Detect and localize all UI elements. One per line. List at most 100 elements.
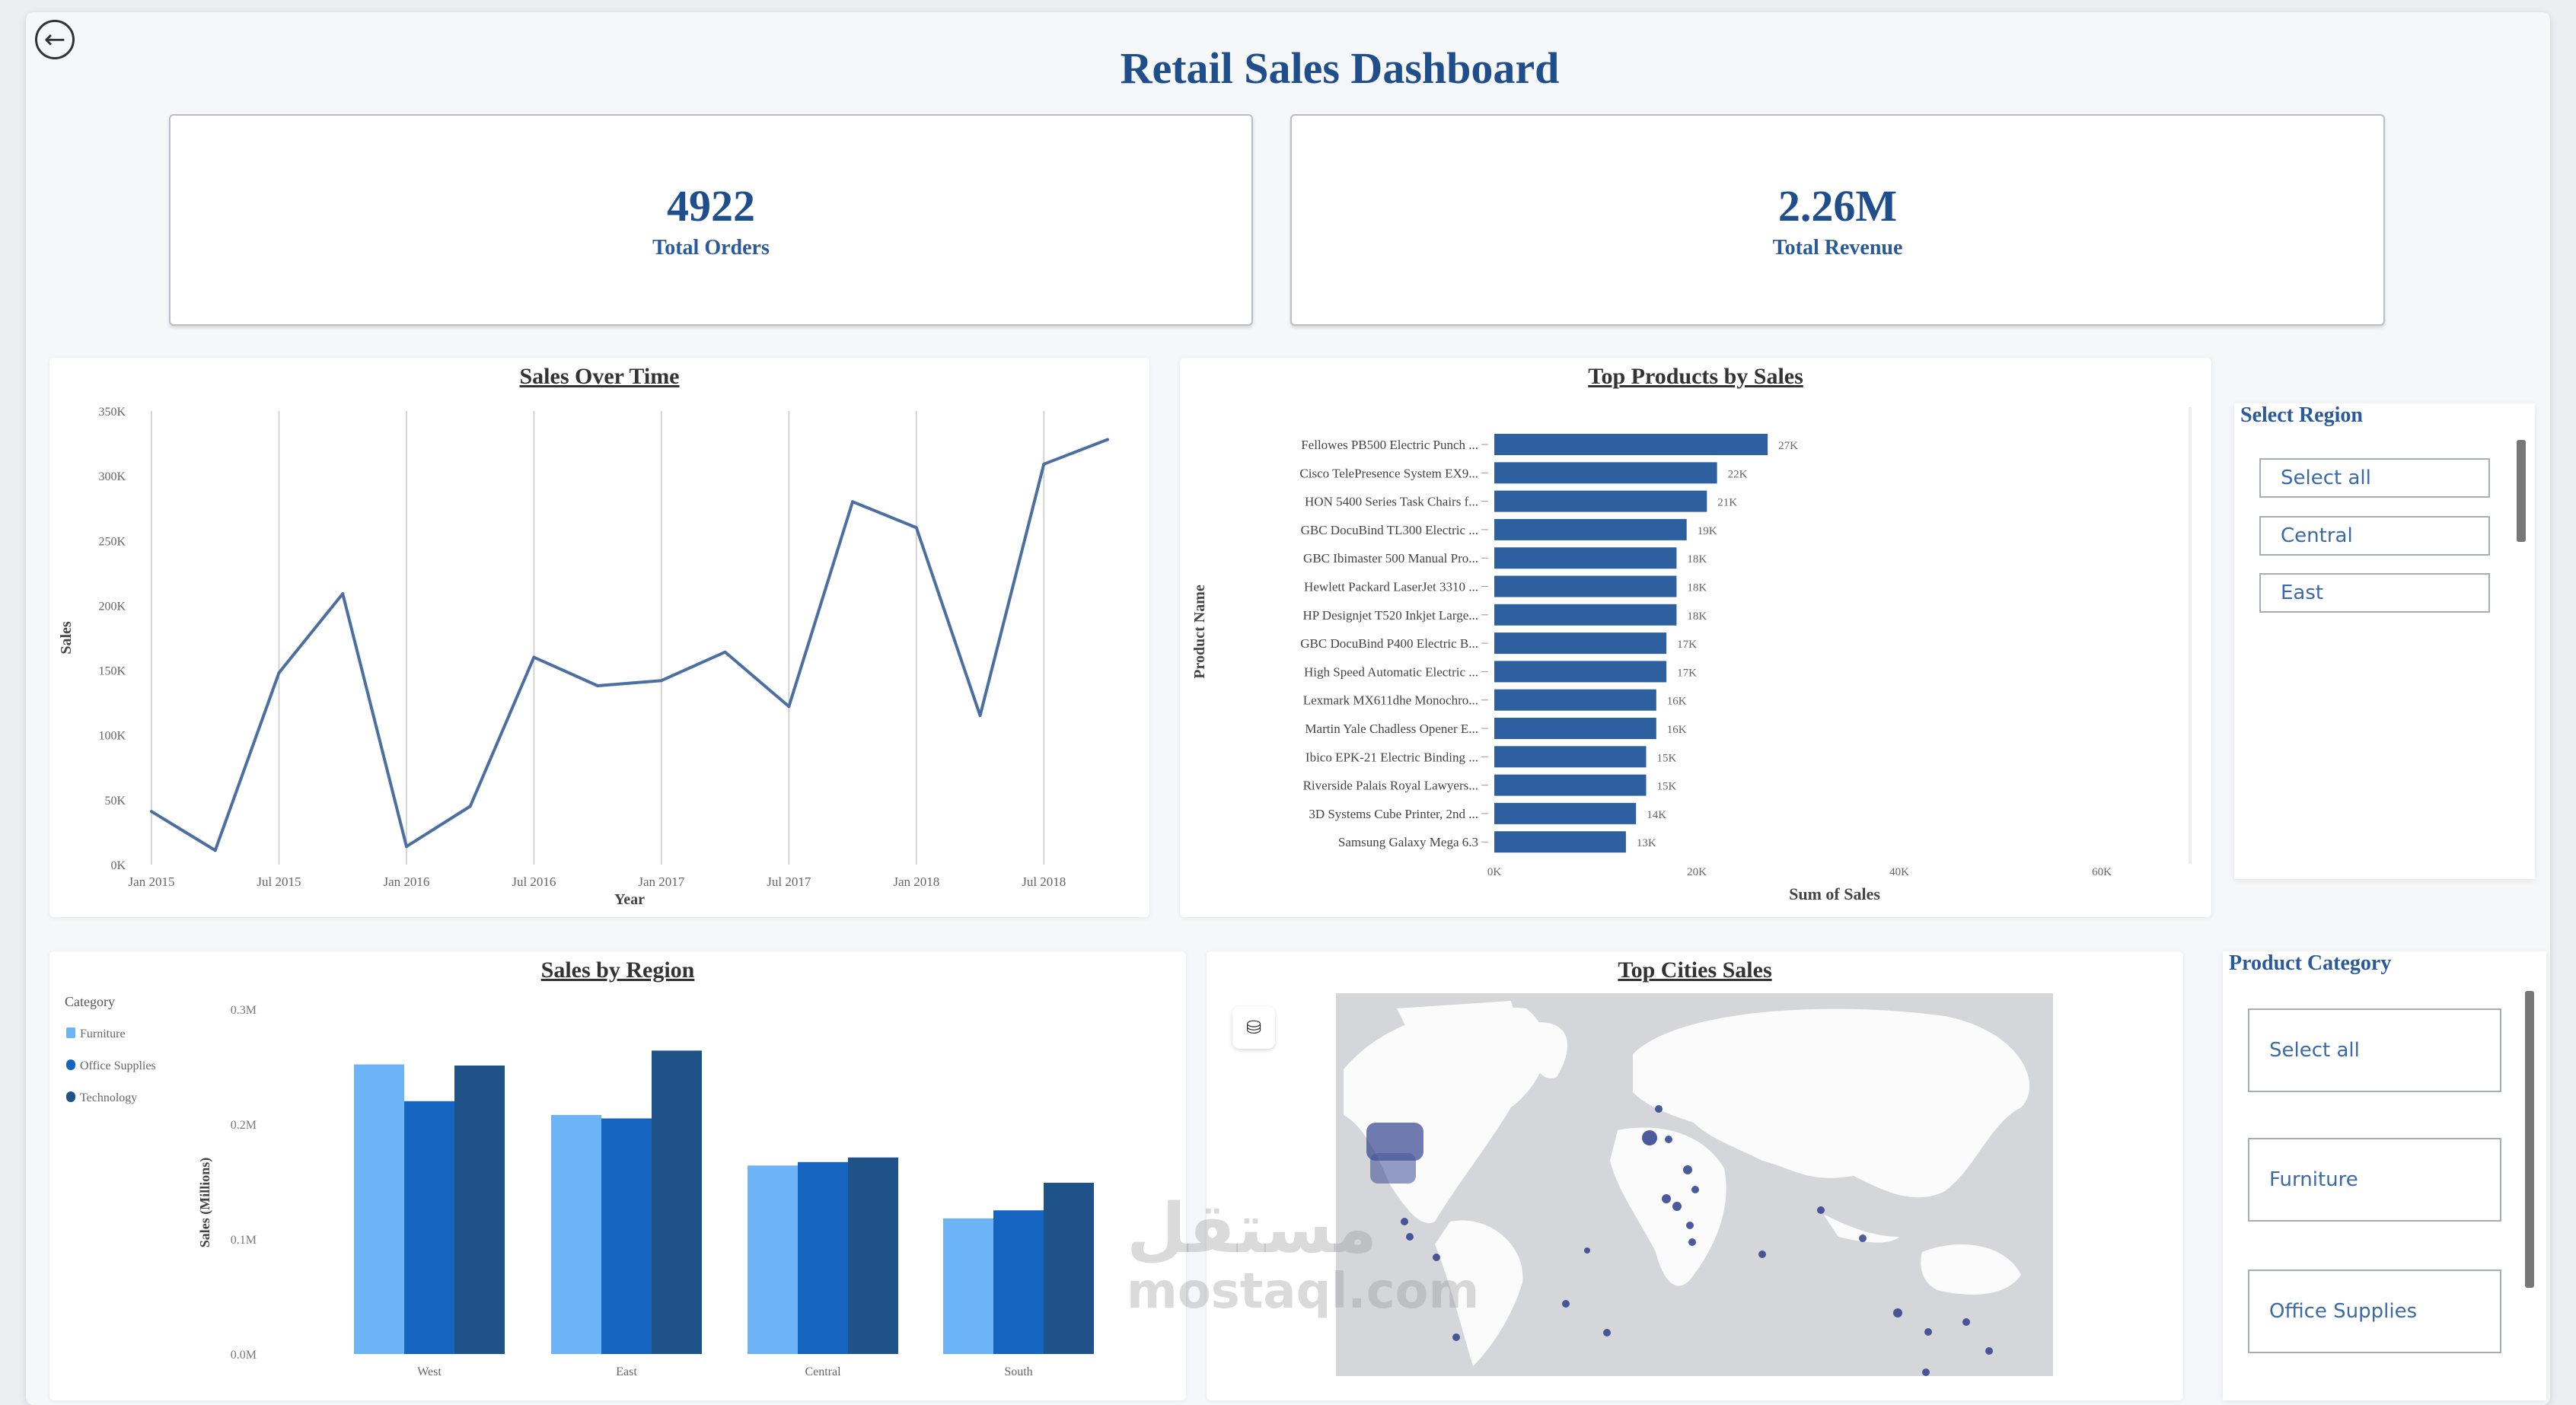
scrollbar[interactable]	[2525, 991, 2534, 1288]
product-bar	[1494, 831, 1626, 853]
bar-technology	[1044, 1183, 1094, 1354]
x-tick-label: Jan 2016	[383, 875, 429, 889]
data-point	[277, 671, 281, 674]
scrollbar[interactable]	[2189, 407, 2192, 864]
world-map[interactable]	[1336, 993, 2053, 1376]
product-bar	[1494, 661, 1667, 683]
bar-office-supplies	[798, 1161, 848, 1354]
data-label: 17K	[1677, 639, 1697, 651]
bar-office-supplies	[601, 1118, 652, 1354]
y-axis-title: Sales (Millions)	[197, 1158, 213, 1248]
chart-title: Sales by Region	[540, 957, 695, 983]
data-point	[659, 679, 663, 683]
product-label: Hewlett Packard LaserJet 3310 ...	[1304, 580, 1478, 594]
sales-by-region-card: Sales by Region 0.0M 0.1M 0.2M 0.3M Sales (M…	[49, 951, 1186, 1400]
map-layer-icon[interactable]: ⛁	[1232, 1006, 1275, 1049]
slicer-title: Select Region	[2240, 403, 2363, 427]
chart-title: Sales Over Time	[519, 364, 680, 389]
product-bar	[1494, 689, 1656, 711]
product-label: GBC Ibimaster 500 Manual Pro...	[1303, 551, 1478, 566]
product-bar	[1494, 718, 1656, 739]
product-label: High Speed Automatic Electric ...	[1304, 664, 1478, 679]
x-tick-label: West	[417, 1365, 442, 1378]
slicer-item-office-supplies[interactable]: Office Supplies	[2248, 1270, 2501, 1353]
product-bar	[1494, 575, 1677, 597]
slicer-item-east[interactable]: East	[2259, 573, 2490, 613]
y-tick-label: 150K	[98, 665, 126, 678]
slicer-item-furniture[interactable]: Furniture	[2248, 1138, 2501, 1222]
y-tick-label: 0.2M	[231, 1119, 257, 1132]
bar-technology	[454, 1065, 505, 1354]
y-tick-label: 200K	[98, 600, 126, 613]
kpi-label: Total Revenue	[1772, 235, 1903, 260]
data-label: 18K	[1687, 610, 1707, 623]
slicer-item-central[interactable]: Central	[2259, 516, 2490, 556]
legend-label: Office Supplies	[80, 1059, 156, 1072]
x-tick-label: Central	[805, 1365, 841, 1378]
city-markers	[1366, 1105, 1993, 1376]
product-label: Riverside Palais Royal Lawyers...	[1303, 779, 1478, 793]
product-bar	[1494, 632, 1667, 655]
x-tick-label: 0K	[1487, 866, 1502, 878]
data-point	[787, 705, 791, 709]
y-axis-title: Product Name	[1191, 585, 1208, 679]
back-arrow-icon[interactable]: ←	[35, 20, 75, 59]
product-label: GBC DocuBind P400 Electric B...	[1300, 636, 1478, 651]
product-bar	[1494, 774, 1647, 796]
scrollbar[interactable]	[2517, 440, 2526, 542]
product-bar	[1494, 518, 1687, 540]
y-tick-label: 0.1M	[231, 1234, 257, 1247]
kpi-card-total-revenue: 2.26M Total Revenue	[1290, 114, 2385, 326]
legend-swatch	[66, 1027, 75, 1038]
data-point	[404, 845, 408, 849]
line-chart: Jan 2015 Jul 2015 Jan 2016 Jul 2016 Jan 2017…	[58, 406, 1109, 908]
x-tick-label: Jan 2017	[638, 875, 684, 889]
data-point	[468, 804, 472, 808]
product-bar	[1494, 490, 1707, 512]
grouped-bar-chart: 0.0M 0.1M 0.2M 0.3M Sales (Millions) West East…	[65, 994, 1094, 1378]
data-point	[1106, 438, 1109, 441]
y-tick-label: 100K	[98, 730, 126, 743]
product-label: 3D Systems Cube Printer, 2nd ...	[1309, 807, 1478, 821]
slicer-item-select-all[interactable]: Select all	[2259, 458, 2490, 498]
legend-swatch	[66, 1059, 75, 1070]
product-bar	[1494, 802, 1637, 824]
product-bar	[1494, 434, 1768, 455]
kpi-value: 2.26M	[1777, 180, 1898, 231]
data-point	[596, 684, 600, 688]
data-label: 18K	[1687, 553, 1707, 566]
data-label: 14K	[1647, 809, 1666, 821]
data-label: 15K	[1657, 781, 1677, 793]
data-label: 22K	[1728, 468, 1748, 480]
page-title: Retail Sales Dashboard	[1120, 43, 1560, 93]
x-tick-label: Jul 2017	[767, 875, 811, 889]
x-tick-label: 40K	[1889, 866, 1909, 878]
region-slicer: Select Region Select all Central East	[2234, 403, 2535, 879]
y-tick-label: 50K	[104, 795, 126, 808]
x-tick-label: Jan 2018	[893, 875, 939, 889]
x-axis-title: Year	[614, 891, 645, 908]
y-tick-label: 250K	[98, 535, 126, 548]
chart-title: Top Cities Sales	[1618, 957, 1772, 983]
data-label: 27K	[1778, 440, 1798, 452]
y-tick-label: 0.3M	[231, 1004, 257, 1017]
top-products-card: Top Products by Sales Fellowes PB500 Ele…	[1180, 358, 2211, 917]
x-tick-label: Jul 2018	[1022, 875, 1066, 889]
data-point	[851, 500, 855, 504]
slicer-item-select-all[interactable]: Select all	[2248, 1008, 2501, 1092]
product-bar	[1494, 604, 1677, 626]
product-label: HP Designjet T520 Inkjet Large...	[1302, 608, 1478, 623]
kpi-card-total-orders: 4922 Total Orders	[169, 114, 1253, 326]
bar-office-supplies	[404, 1101, 454, 1354]
bar-furniture	[943, 1218, 993, 1354]
data-label: 21K	[1717, 497, 1737, 509]
y-tick-label: 0.0M	[231, 1349, 257, 1362]
data-point	[150, 810, 153, 814]
data-point	[723, 650, 727, 654]
data-point	[213, 849, 217, 852]
data-label: 15K	[1657, 752, 1677, 764]
x-tick-label: Jul 2016	[512, 875, 556, 889]
product-label: Lexmark MX611dhe Monochro...	[1303, 693, 1478, 708]
data-label: 13K	[1637, 837, 1656, 849]
data-label: 16K	[1667, 724, 1687, 736]
